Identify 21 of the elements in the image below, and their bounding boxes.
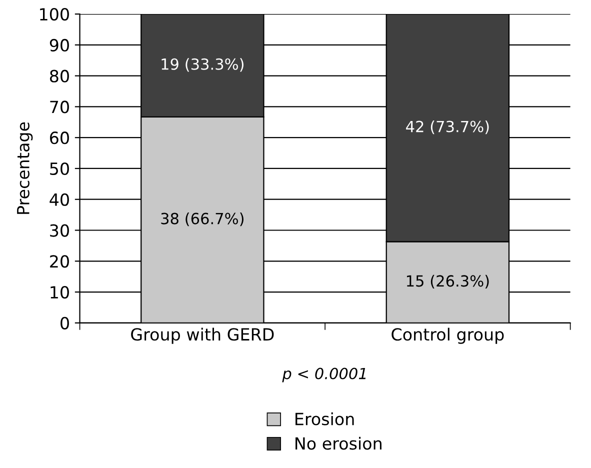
y-tick-label: 50 <box>50 162 69 176</box>
y-tick-label: 40 <box>50 193 69 206</box>
y-tick-label: 70 <box>50 100 69 114</box>
y-tick-label: 10 <box>50 286 69 299</box>
text: p < 0.0001 <box>282 368 366 382</box>
data-label: 38 (66.7%) <box>161 212 244 226</box>
y-tick-label: 90 <box>50 38 69 52</box>
y-tick-label: 0 <box>60 316 69 330</box>
y-axis-title: Precentage <box>17 122 33 214</box>
y-tick-label: 30 <box>50 224 69 237</box>
data-label: 15 (26.3%) <box>406 274 489 289</box>
data-label: 19 (33.3%) <box>162 58 244 72</box>
y-tick-label: 60 <box>50 132 69 144</box>
y-tick-label: 100 <box>40 8 69 21</box>
data-label: 42 (73.7%) <box>406 120 489 134</box>
legend-label: No erosion <box>296 436 382 450</box>
y-tick-label: 20 <box>50 255 69 268</box>
y-tick-label: 80 <box>50 70 69 82</box>
x-tick-label: Group with GERD <box>131 328 274 344</box>
legend-label: Erosion <box>296 412 354 426</box>
x-tick-label: Control group <box>392 328 504 344</box>
